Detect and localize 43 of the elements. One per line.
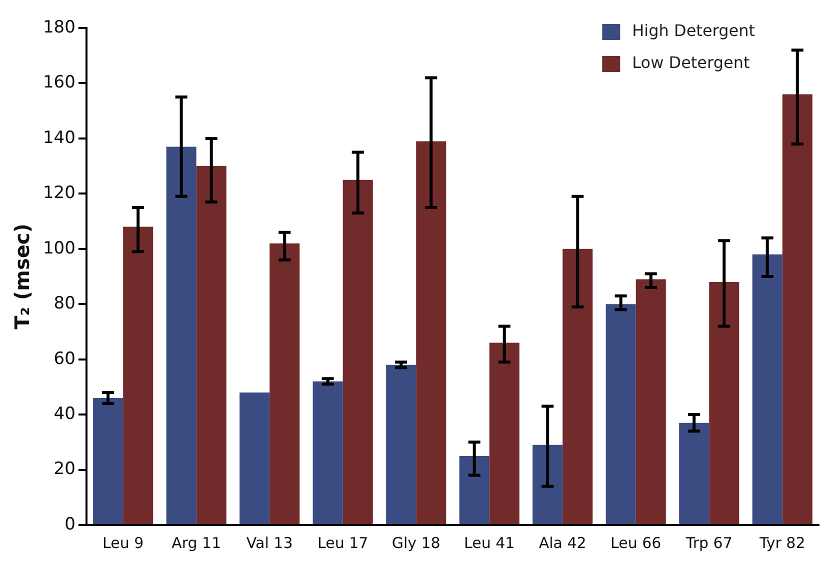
y-tick-label: 160 <box>42 72 76 93</box>
x-tick-label: Leu 17 <box>317 534 368 552</box>
bar <box>386 364 416 524</box>
x-tick-label: Arg 11 <box>172 534 222 552</box>
x-tick-label: Trp 67 <box>684 534 732 552</box>
x-tick-label: Leu 41 <box>464 534 515 552</box>
y-tick-label: 60 <box>54 348 76 369</box>
bar <box>562 248 593 524</box>
x-tick-label: Tyr 82 <box>758 534 806 552</box>
legend-label: Low Detergent <box>632 53 750 72</box>
bar <box>532 444 563 524</box>
bar <box>709 282 740 524</box>
x-tick-label: Leu 9 <box>102 534 144 552</box>
y-tick-label: 80 <box>54 294 76 314</box>
x-tick-label: Ala 42 <box>538 534 586 552</box>
bar <box>196 166 226 524</box>
y-axis-title: T₂ (msec) <box>10 224 34 330</box>
bar <box>782 94 812 524</box>
bar <box>166 146 196 524</box>
bar <box>459 456 490 524</box>
bar <box>93 398 124 524</box>
legend-label: High Detergent <box>632 21 756 40</box>
bar <box>312 381 343 524</box>
bar <box>679 422 710 524</box>
y-tick-label: 120 <box>42 183 76 204</box>
y-tick-label: 20 <box>54 459 76 480</box>
bar <box>240 392 270 524</box>
bar <box>416 141 446 524</box>
bar <box>489 342 520 524</box>
bar <box>636 279 666 524</box>
bar <box>752 254 782 524</box>
bar <box>342 180 373 524</box>
bar <box>123 226 154 524</box>
y-tick-label: 40 <box>54 404 76 424</box>
x-tick-label: Gly 18 <box>392 534 440 552</box>
y-tick-label: 140 <box>42 128 76 148</box>
x-tick-label: Leu 66 <box>610 534 662 552</box>
bar <box>606 304 636 524</box>
bar <box>270 243 300 524</box>
y-tick-label: 180 <box>42 17 76 38</box>
y-tick-label: 0 <box>64 514 76 534</box>
x-tick-label: Val 13 <box>246 534 293 552</box>
y-tick-label: 100 <box>42 238 76 258</box>
